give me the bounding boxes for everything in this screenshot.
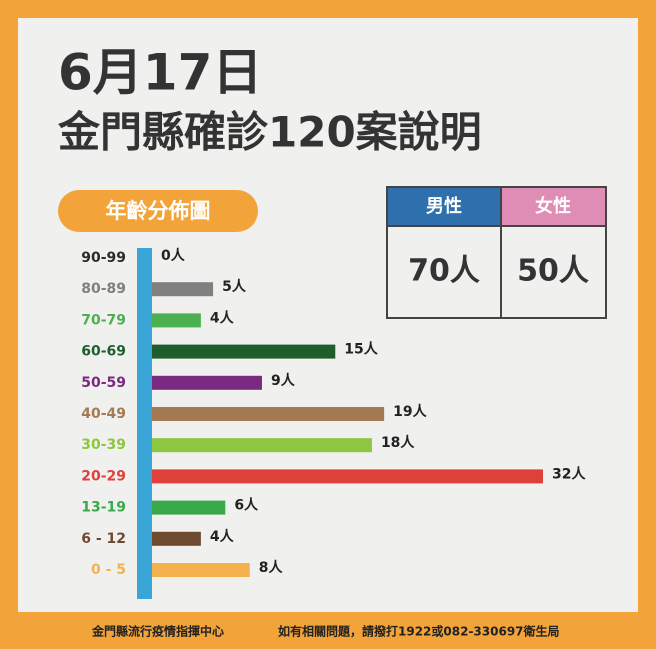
category-label: 40-49 (81, 406, 126, 422)
gender-table: 男性 女性 70人 50人 (386, 186, 607, 319)
bar (152, 282, 214, 297)
value-label: 32人 (552, 465, 586, 482)
category-label: 30-39 (81, 437, 126, 453)
bar (152, 344, 336, 359)
bar (152, 438, 372, 453)
value-label: 4人 (210, 309, 235, 326)
header: 女性 (535, 195, 571, 217)
value-label: 5人 (222, 278, 247, 295)
header-cell (387, 187, 501, 226)
category-label: 6 - 12 (81, 531, 126, 547)
bar (152, 407, 385, 421)
subtitle: 金門縣確診120案說明 (57, 108, 482, 157)
value-label: 19人 (393, 403, 427, 420)
axis-bar (137, 248, 152, 599)
value-label: 4人 (210, 528, 235, 545)
cell: 50人 (517, 254, 589, 289)
value-label: 8人 (259, 559, 284, 576)
bar (152, 469, 543, 484)
category-label: 90-99 (81, 250, 126, 266)
category-label: 50-59 (81, 375, 126, 391)
badge (58, 190, 258, 232)
value-label: 9人 (271, 372, 296, 389)
cell: 70人 (408, 254, 480, 289)
header-cell (501, 187, 606, 226)
bar (152, 563, 250, 577)
category-label: 0 - 5 (91, 562, 126, 578)
table-border (386, 186, 607, 319)
footer-left: 金門縣流行疫情指揮中心 (91, 624, 224, 639)
value-label: 15人 (344, 341, 378, 358)
value-label: 0人 (161, 247, 186, 264)
value-label: 18人 (381, 434, 415, 451)
bar (152, 531, 201, 546)
category-label: 70-79 (81, 312, 126, 328)
panel (18, 18, 638, 612)
bar (152, 313, 201, 328)
category-label: 20-29 (81, 468, 126, 484)
value-label: 6人 (234, 497, 259, 514)
bar (152, 500, 226, 515)
bar (152, 375, 262, 390)
badge-text: 年齡分佈圖 (106, 199, 211, 223)
category-label: 80-89 (81, 281, 126, 297)
footer-right: 如有相關問題，請撥打1922或082-330697衛生局 (278, 624, 560, 639)
header: 男性 (426, 195, 462, 217)
category-label: 60-69 (81, 344, 126, 360)
category-label: 13-19 (81, 500, 126, 516)
title: 6月17日 (58, 44, 262, 102)
